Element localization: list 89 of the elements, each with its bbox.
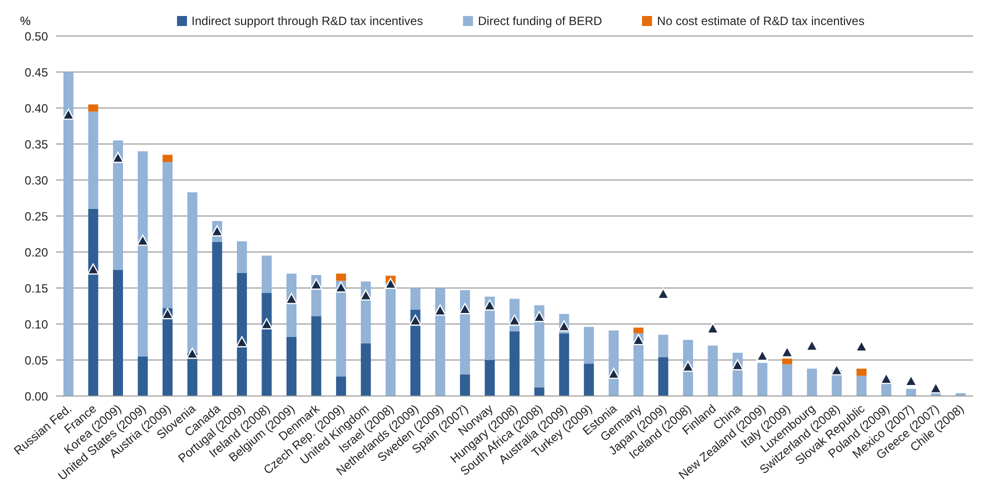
- point: [210, 225, 224, 236]
- bar: [286, 336, 296, 396]
- point: [632, 334, 645, 346]
- point: [731, 359, 744, 370]
- bar: [460, 290, 470, 374]
- point: [484, 299, 496, 311]
- point: [384, 278, 397, 289]
- legend-label: Direct funding of BERD: [476, 14, 602, 28]
- bar: [162, 162, 173, 308]
- legend-label: Indirect support through R&D tax incentives: [190, 14, 423, 28]
- point: [558, 320, 570, 332]
- bar: [708, 346, 718, 396]
- y-tick-label: 0.00: [24, 389, 48, 404]
- y-tick-label: 0.50: [24, 29, 48, 44]
- y-tick-label: 0.05: [24, 353, 48, 368]
- y-tick-label: 0.15: [24, 281, 48, 296]
- point: [682, 360, 694, 372]
- y-axis-title: %: [20, 14, 31, 28]
- point: [533, 310, 546, 322]
- y-tick-label: 0.35: [24, 137, 48, 152]
- bar: [262, 256, 272, 294]
- bar: [782, 358, 792, 364]
- bar: [856, 368, 867, 376]
- point: [508, 314, 521, 326]
- point: [409, 314, 422, 326]
- bar: [262, 293, 272, 396]
- y-tick-label: 0.20: [24, 245, 48, 260]
- bar: [138, 151, 148, 356]
- point: [608, 368, 620, 379]
- y-tick-label: 0.30: [24, 173, 48, 188]
- bar: [88, 104, 98, 112]
- y-tick-label: 0.25: [24, 209, 48, 224]
- bar: [484, 360, 495, 396]
- point: [136, 234, 149, 246]
- bar: [113, 140, 124, 270]
- bar: [633, 328, 644, 334]
- bar: [162, 308, 173, 396]
- bar: [63, 72, 74, 396]
- bar: [856, 376, 867, 396]
- point: [706, 322, 719, 334]
- y-tick-label: 0.45: [24, 65, 48, 80]
- bar: [460, 374, 470, 396]
- bar: [658, 334, 668, 358]
- bar: [534, 305, 544, 388]
- bar: [559, 333, 570, 396]
- bar: [138, 356, 148, 396]
- bar: [360, 343, 371, 396]
- point: [260, 318, 273, 330]
- bar: [386, 282, 396, 396]
- point: [62, 108, 74, 120]
- bar: [410, 288, 420, 310]
- point: [87, 263, 100, 275]
- bar: [336, 274, 346, 281]
- bar: [584, 364, 594, 396]
- bar: [906, 388, 916, 396]
- bar: [510, 331, 520, 396]
- bar: [584, 326, 594, 364]
- point: [236, 336, 248, 348]
- bar: [88, 208, 98, 396]
- bar: [336, 376, 346, 396]
- bar: [311, 316, 322, 396]
- point: [657, 288, 670, 300]
- point: [334, 281, 348, 293]
- point: [458, 303, 472, 314]
- point: [161, 308, 174, 320]
- bar: [187, 192, 198, 353]
- bar: [113, 270, 124, 396]
- bar: [782, 364, 792, 396]
- bar: [336, 280, 346, 377]
- bar: [435, 288, 446, 396]
- bar: [236, 272, 247, 396]
- point: [285, 292, 298, 304]
- bar: [88, 112, 98, 209]
- legend-label: No cost estimate of R&D tax incentives: [656, 14, 864, 28]
- bar: [410, 310, 420, 396]
- point: [360, 289, 372, 301]
- bar: [534, 387, 544, 396]
- bar: [212, 242, 222, 396]
- bar: [236, 241, 247, 273]
- point: [112, 152, 124, 163]
- bar: [757, 362, 768, 396]
- y-tick-label: 0.10: [24, 317, 48, 332]
- y-tick-label: 0.40: [24, 101, 48, 116]
- point: [310, 278, 322, 290]
- point: [186, 348, 198, 359]
- bar: [162, 154, 173, 162]
- bar: [806, 368, 817, 396]
- point: [434, 304, 446, 316]
- bar: [658, 357, 668, 396]
